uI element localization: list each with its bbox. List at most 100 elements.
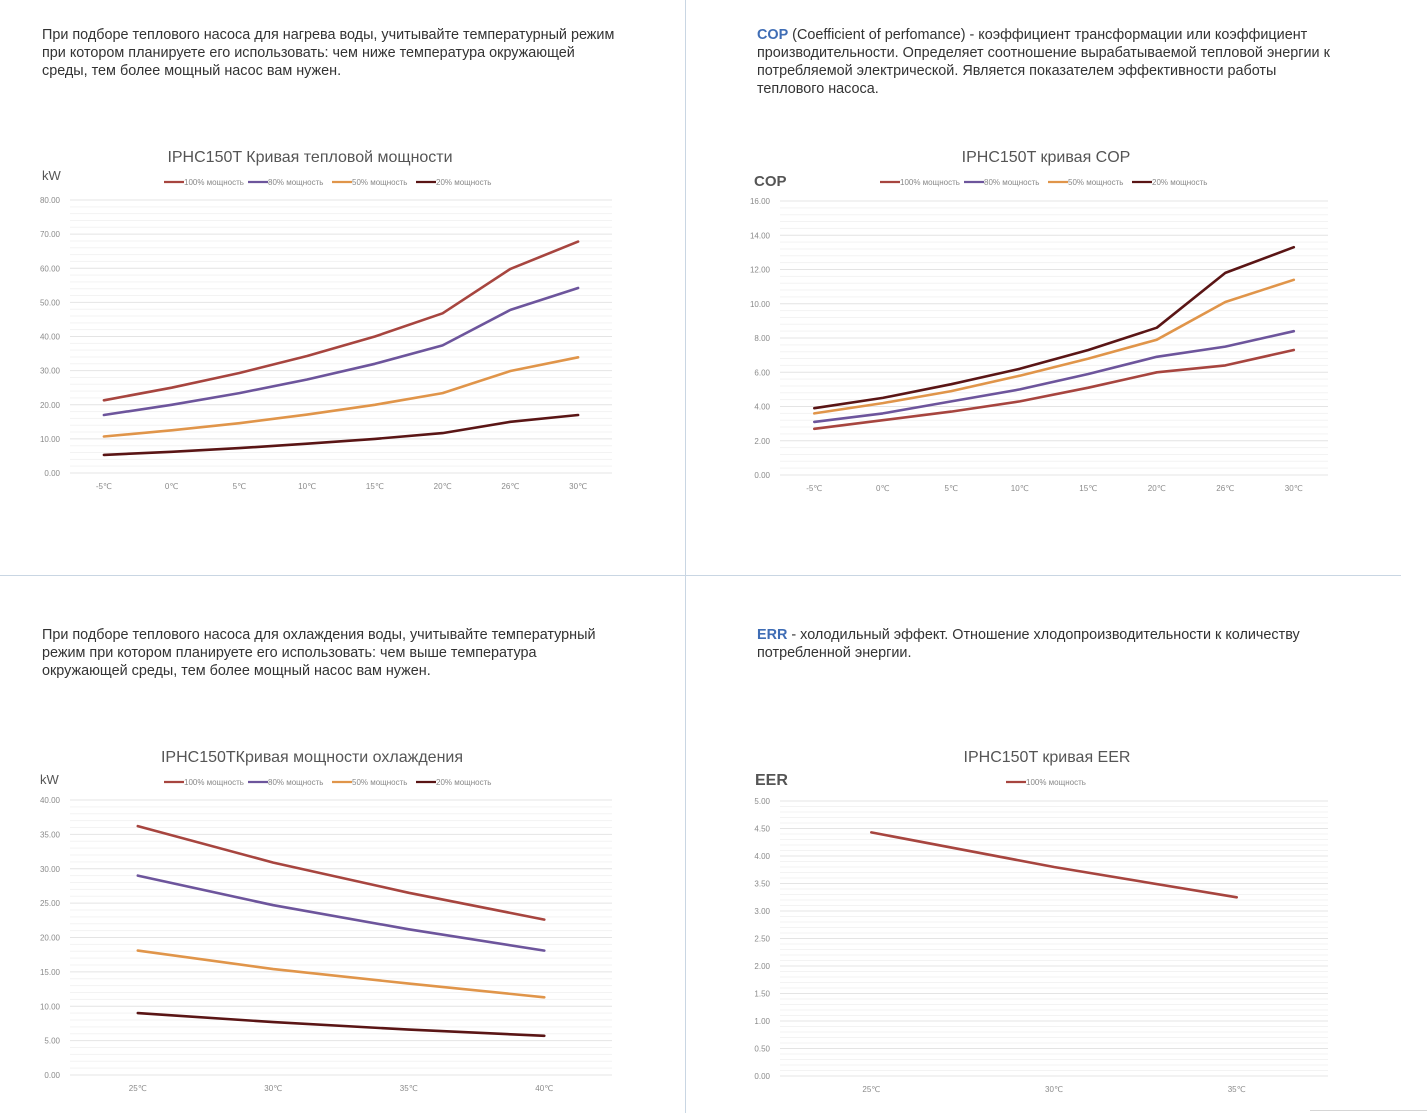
x-tick-label: 35℃ [400,1084,418,1093]
x-tick-label: 26℃ [501,482,519,491]
legend-label: 80% мощность [268,778,323,787]
y-tick-label: 50.00 [40,298,61,307]
eer-chart: IPHC150T кривая EER EER 100% мощность 0.00 0… [754,749,1328,1094]
series-line [136,874,546,952]
cop-description-text: (Coefficient of perfomance) - коэффициен… [757,27,1330,97]
chart-title: IPHC150T Кривая тепловой мощности [167,149,452,166]
x-tick-label: 10℃ [1011,484,1029,493]
y-tick-label: 10.00 [750,300,771,309]
chart-title: IPHC150T кривая EER [964,749,1131,766]
x-tick-label: 35℃ [1228,1085,1246,1094]
y-axis-label: COP [754,173,787,190]
y-tick-label: 1.00 [754,1017,770,1026]
y-axis-label: kW [40,772,60,787]
legend-item: 20% мощность [1132,178,1207,187]
y-axis-label: kW [42,168,62,183]
y-tick-label: 40.00 [40,796,61,805]
legend-item: 80% мощность [248,178,323,187]
x-tick-label: 0℃ [876,484,889,493]
y-tick-label: 5.00 [754,797,770,806]
eer-term: ERR [757,627,788,643]
legend-label: 100% мощность [1026,778,1086,787]
y-tick-label: 10.00 [40,1002,61,1011]
series-line [136,824,546,921]
legend-label: 20% мощность [436,778,491,787]
series-line [102,240,580,402]
legend-item: 20% мощность [416,778,491,787]
legend-label: 20% мощность [436,178,491,187]
cop-description: COP (Coefficient of perfomance) - коэффи… [757,26,1337,98]
x-tick-label: 25℃ [129,1084,147,1093]
y-tick-label: 2.00 [754,962,770,971]
bottom-right-rule [1310,1110,1427,1111]
legend-item: 100% мощность [164,178,244,187]
x-tick-label: -5℃ [96,482,112,491]
x-tick-label: 30℃ [569,482,587,491]
y-tick-label: 30.00 [40,367,61,376]
legend-item: 80% мощность [964,178,1039,187]
y-tick-label: 1.50 [754,990,770,999]
y-tick-label: 8.00 [754,334,770,343]
series-line [102,413,580,457]
y-tick-label: 14.00 [750,231,771,240]
legend-label: 50% мощность [1068,178,1123,187]
y-tick-label: 10.00 [40,435,61,444]
legend-item: 100% мощность [164,778,244,787]
x-tick-label: 20℃ [434,482,452,491]
series-line [102,286,580,417]
x-tick-label: 10℃ [298,482,316,491]
series-line [102,356,580,438]
legend-item: 50% мощность [1048,178,1123,187]
vertical-divider [685,0,686,1113]
legend-item: 50% мощность [332,178,407,187]
y-tick-label: 0.00 [754,1072,770,1081]
legend-item: 100% мощность [1006,778,1086,787]
eer-description: ERR - холодильный эффект. Отношение хлод… [757,626,1337,662]
horizontal-divider [0,575,1401,576]
series-line [813,245,1296,410]
x-tick-label: 30℃ [264,1084,282,1093]
y-tick-label: 3.50 [754,880,770,889]
legend-label: 50% мощность [352,778,407,787]
x-tick-label: 20℃ [1148,484,1166,493]
y-tick-label: 0.00 [754,471,770,480]
y-tick-label: 4.50 [754,825,770,834]
cooling-description: При подборе теплового насоса для охлажде… [42,627,596,679]
legend-label: 20% мощность [1152,178,1207,187]
legend-item: 80% мощность [248,778,323,787]
x-tick-label: 0℃ [165,482,178,491]
x-tick-label: -5℃ [806,484,822,493]
y-axis-label: EER [755,772,788,789]
legend-label: 80% мощность [984,178,1039,187]
eer-description-text: - холодильный эффект. Отношение хлодопро… [757,627,1300,661]
y-tick-label: 20.00 [40,934,61,943]
y-tick-label: 15.00 [40,968,61,977]
legend-label: 50% мощность [352,178,407,187]
cooling-power-chart: IPHC150TКривая мощности охлаждения kW 100%… [40,749,612,1093]
legend-item: 100% мощность [880,178,960,187]
chart-title: IPHC150TКривая мощности охлаждения [161,749,463,766]
y-tick-label: 80.00 [40,196,61,205]
series-line [813,278,1296,415]
y-tick-label: 12.00 [750,266,771,275]
legend-label: 100% мощность [900,178,960,187]
y-tick-label: 3.00 [754,907,770,916]
x-tick-label: 5℃ [233,482,246,491]
series-line [870,831,1239,899]
legend-label: 100% мощность [184,178,244,187]
y-tick-label: 2.50 [754,935,770,944]
series-line [813,348,1296,431]
y-tick-label: 70.00 [40,230,61,239]
y-tick-label: 16.00 [750,197,771,206]
series-line [136,949,546,999]
y-tick-label: 35.00 [40,830,61,839]
legend-label: 100% мощность [184,778,244,787]
x-tick-label: 40℃ [535,1084,553,1093]
y-tick-label: 5.00 [44,1037,60,1046]
y-tick-label: 20.00 [40,401,61,410]
series-line [813,329,1296,424]
cop-term: COP [757,27,789,43]
x-tick-label: 15℃ [1079,484,1097,493]
cop-chart: IPHC150T кривая COP COP 100% мощность 80% м… [750,149,1328,493]
y-tick-label: 0.50 [754,1045,770,1054]
